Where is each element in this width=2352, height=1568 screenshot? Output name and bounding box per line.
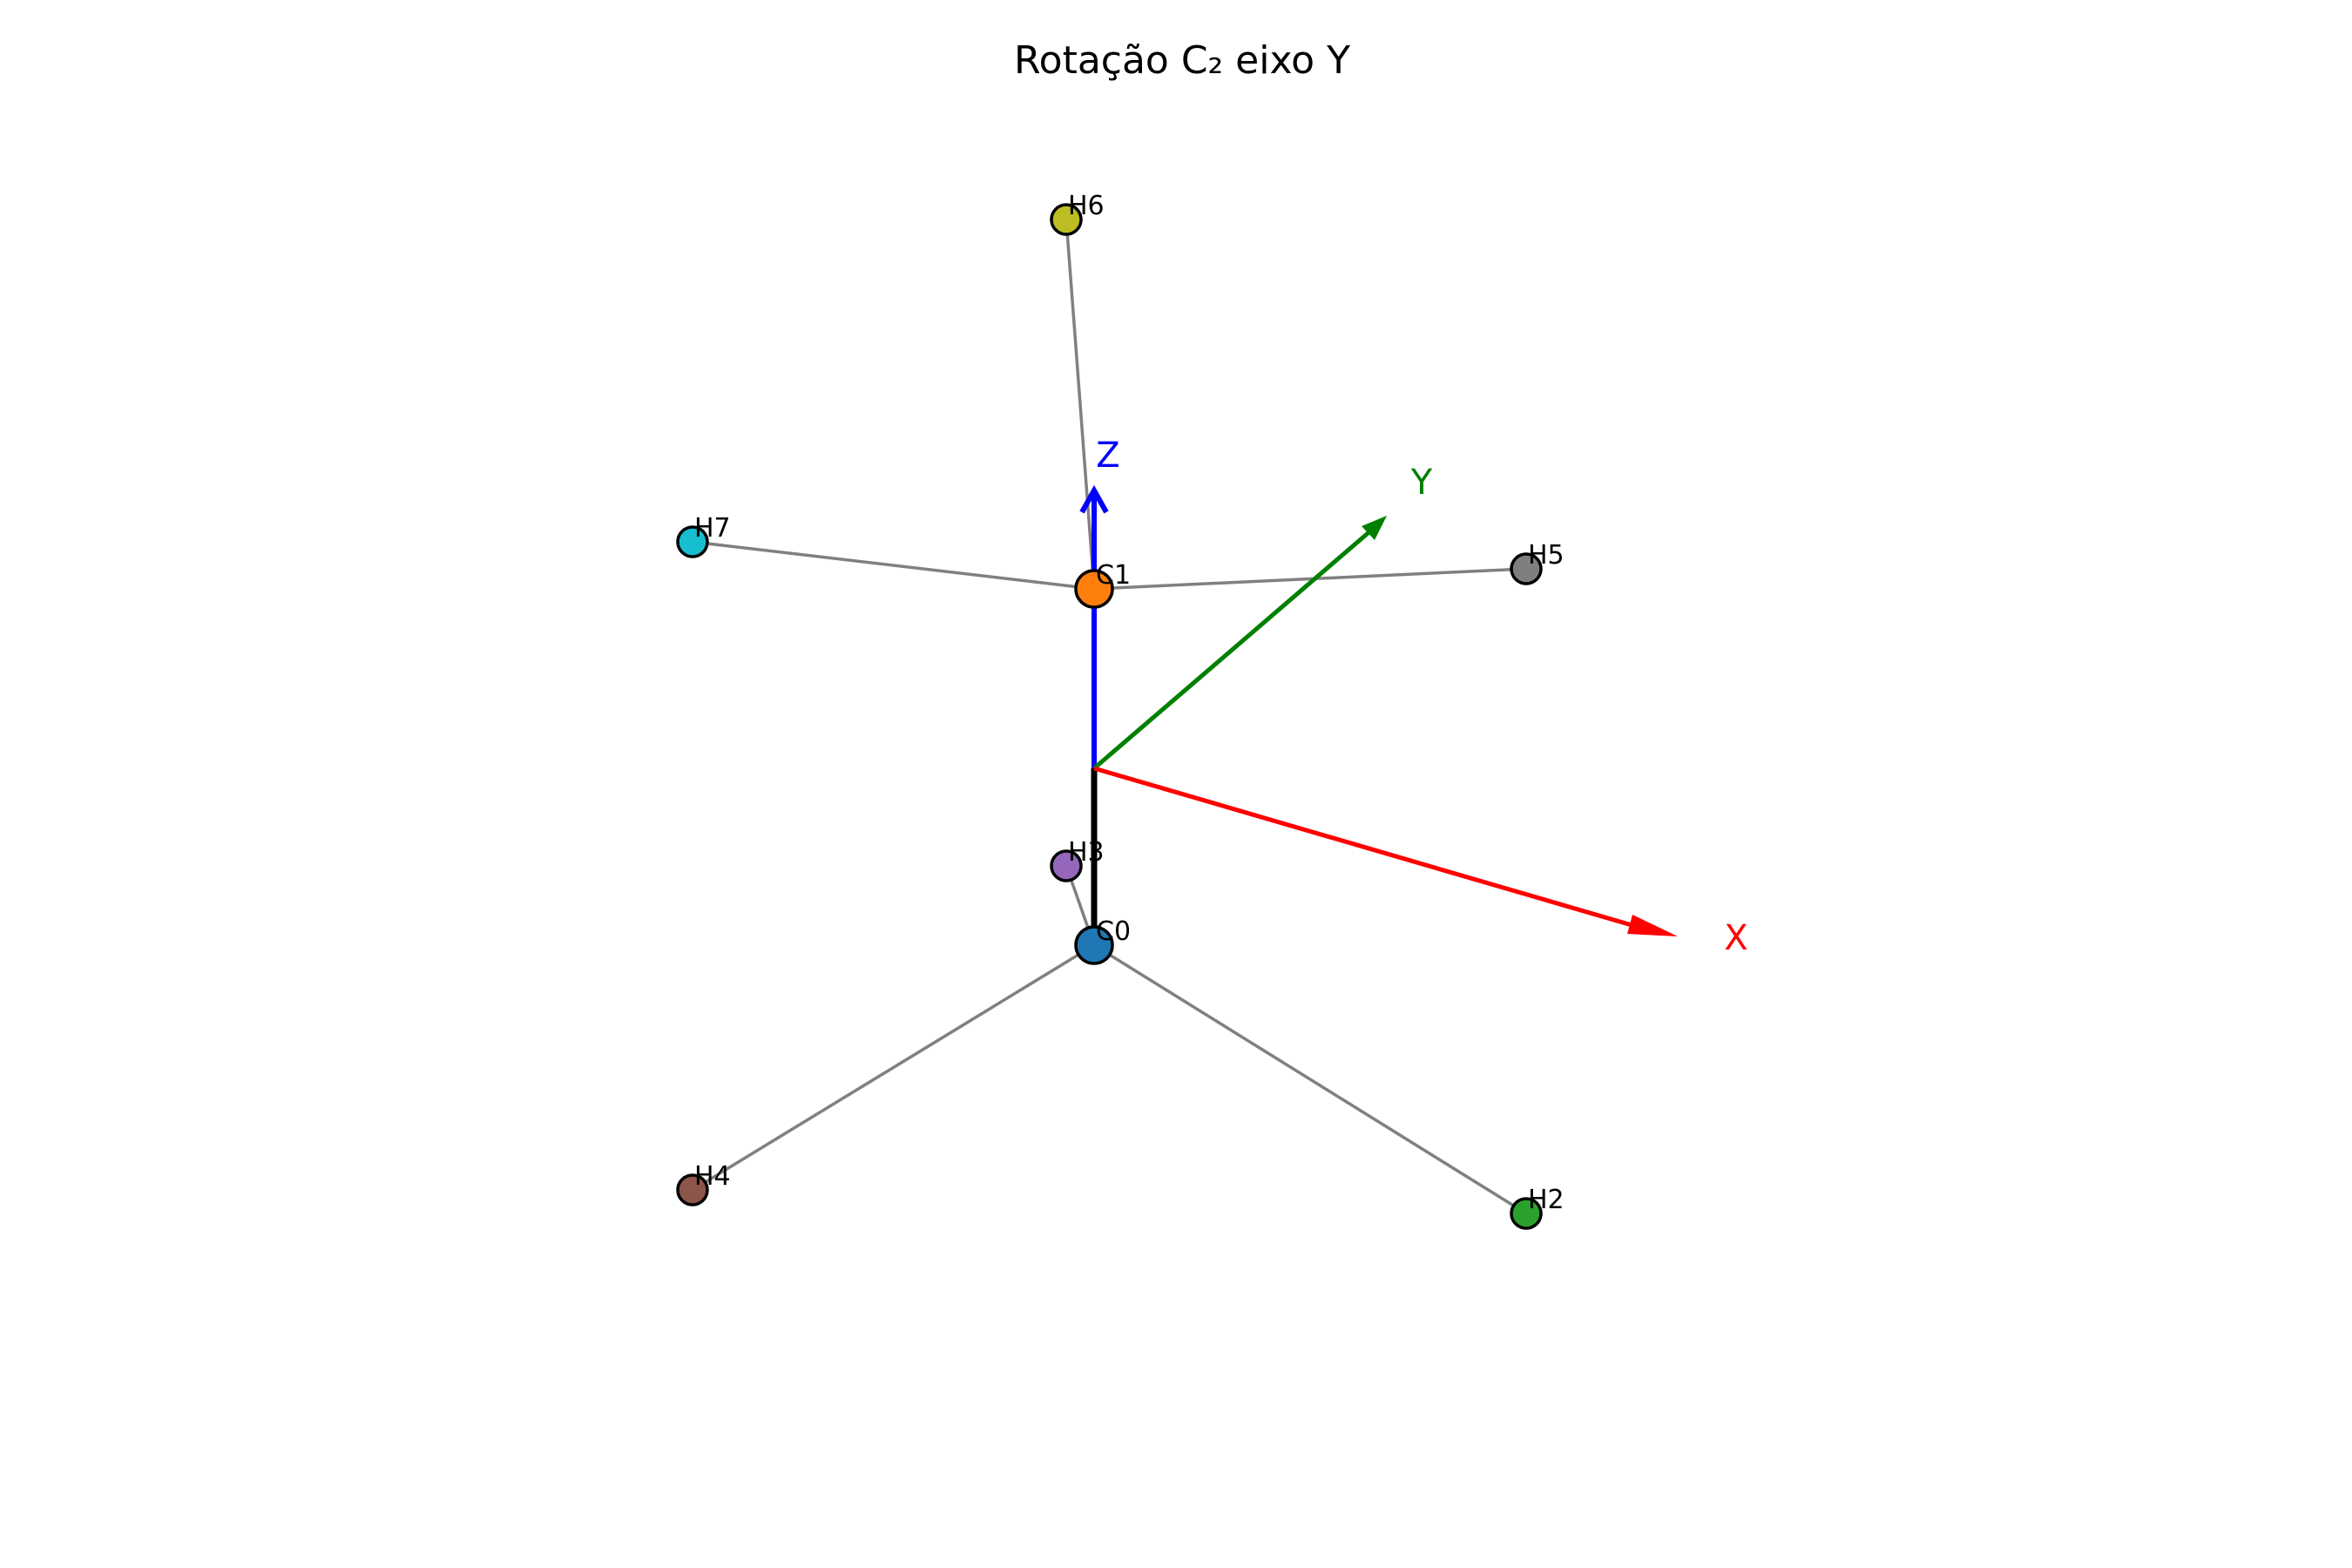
y-axis-arrow [1092, 523, 1380, 770]
bond-C0-H4 [692, 943, 1095, 1192]
bond-C1-H7 [692, 540, 1095, 591]
atom-marker [1074, 925, 1114, 965]
bond-C0-H2 [1093, 943, 1527, 1215]
atom-label: H7 [694, 513, 731, 544]
atom-marker [1074, 569, 1114, 609]
bond-C1-H5 [1093, 567, 1527, 591]
y-axis-arrowhead [1362, 516, 1387, 540]
atom-marker [1510, 1197, 1543, 1230]
x-axis-arrow [1093, 766, 1639, 929]
bonds-layer [692, 219, 1527, 1215]
atom-marker [676, 1173, 709, 1206]
atom-C0: C0 [1074, 916, 1131, 965]
bond-C1-H6 [1064, 219, 1096, 590]
atom-marker [1510, 552, 1543, 585]
atom-label: H3 [1068, 837, 1105, 868]
atom-marker [1050, 849, 1083, 882]
x-axis-arrowhead [1627, 915, 1678, 936]
atom-label: H6 [1068, 191, 1105, 221]
atom-label: H4 [694, 1161, 731, 1192]
x-axis-label: X [1724, 918, 1747, 958]
z-axis-label: Z [1096, 436, 1119, 476]
atom-label: H5 [1528, 540, 1565, 571]
atom-marker [676, 525, 709, 558]
atoms-layer: C0 C1 H2 H3 H4 H5 H6 H7 [676, 191, 1565, 1230]
atom-H3: H3 [1050, 837, 1105, 882]
atom-H4: H4 [676, 1161, 731, 1206]
atom-C1: C1 [1074, 560, 1131, 609]
atom-H2: H2 [1510, 1185, 1565, 1230]
y-axis-label: Y [1410, 463, 1433, 503]
atom-label: C1 [1096, 560, 1131, 591]
atom-label: H2 [1528, 1185, 1565, 1215]
atom-H6: H6 [1050, 191, 1105, 236]
atom-H5: H5 [1510, 540, 1565, 585]
z-axis-arrowhead [1079, 484, 1109, 514]
chart-title: Rotação C₂ eixo Y [1014, 38, 1350, 83]
atom-H7: H7 [676, 513, 731, 558]
axes-layer: X Y Z [1079, 436, 1748, 958]
atom-marker [1050, 203, 1083, 236]
atom-label: C0 [1096, 916, 1131, 947]
